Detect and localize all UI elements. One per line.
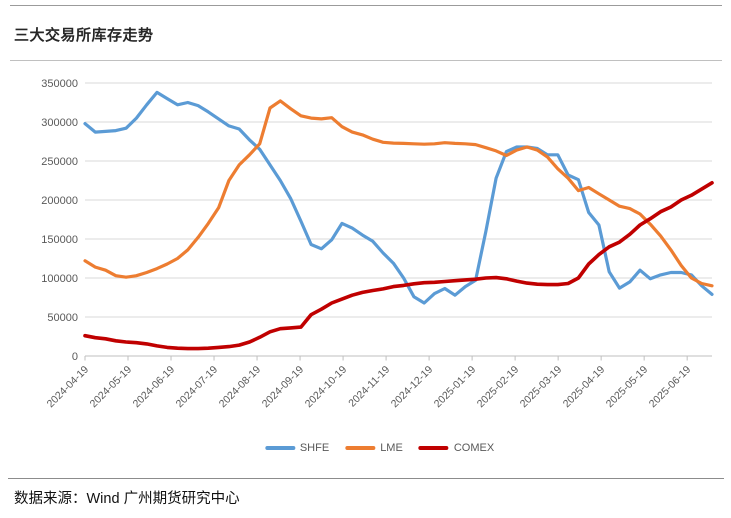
x-axis-label: 2025-03-19 (518, 364, 565, 411)
y-axis-label: 150000 (41, 234, 78, 246)
y-axis-label: 250000 (41, 156, 78, 168)
shfe-line (83, 90, 714, 305)
x-axis-label: 2025-06-19 (647, 364, 694, 411)
legend-label-comex: COMEX (453, 442, 495, 454)
y-axis-label: 0 (72, 351, 78, 363)
y-axis-label: 300000 (41, 117, 78, 129)
source-note: 数据来源：Wind 广州期货研究中心 (14, 491, 240, 507)
shfe-line-swatch (264, 445, 295, 451)
x-axis-label: 2024-10-19 (303, 364, 350, 411)
x-axis-label: 2024-06-19 (131, 364, 178, 411)
y-axis-label: 50000 (47, 312, 78, 324)
comex-line (83, 181, 714, 351)
x-axis-label: 2024-04-19 (45, 364, 92, 411)
x-axis-label: 2024-09-19 (260, 364, 307, 411)
x-axis-label: 2025-01-19 (432, 364, 479, 411)
x-axis-label: 2024-11-19 (346, 364, 392, 410)
legend-label-shfe: SHFE (299, 442, 330, 454)
lme-line-swatch (345, 445, 376, 451)
x-axis-label: 2024-07-19 (174, 364, 221, 411)
x-axis-label: 2024-12-19 (389, 364, 436, 411)
x-axis-label: 2025-05-19 (604, 364, 651, 411)
x-axis-label: 2025-02-19 (475, 364, 522, 411)
top-divider (10, 5, 722, 6)
legend-item-shfe: SHFE (264, 442, 330, 454)
x-axis-label: 2025-04-19 (561, 364, 608, 411)
legend-item-comex: COMEX (418, 442, 495, 454)
source-divider (8, 478, 724, 479)
chart-title: 三大交易所库存走势 (14, 27, 154, 44)
legend-item-lme: LME (345, 442, 403, 454)
y-axis-label: 350000 (41, 78, 78, 90)
x-axis-label: 2024-05-19 (88, 364, 135, 411)
title-divider (10, 60, 722, 61)
y-axis-label: 100000 (41, 273, 78, 285)
inventory-line-chart: 0 50000 100000 150000 200000 250000 300000 3500… (0, 62, 731, 436)
lme-line (83, 99, 714, 288)
chart-canvas: 0 50000 100000 150000 200000 250000 300000 3500… (41, 78, 714, 411)
x-axis-label: 2024-08-19 (217, 364, 264, 411)
chart-legend: SHFE LME COMEX (264, 442, 495, 454)
legend-label-lme: LME (380, 442, 403, 454)
comex-line-swatch (418, 445, 449, 451)
y-axis-label: 200000 (41, 195, 78, 207)
